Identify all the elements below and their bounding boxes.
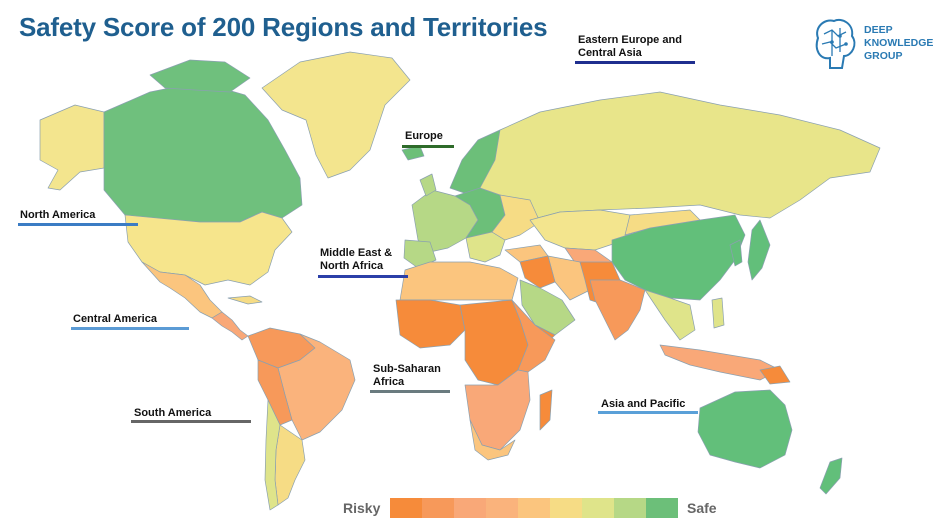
uk-ireland bbox=[419, 173, 437, 197]
region-label-asia-pacific: Asia and Pacific bbox=[601, 398, 686, 410]
alaska bbox=[39, 104, 105, 191]
region-underline-mena bbox=[318, 275, 408, 278]
region-underline-eastern-europe bbox=[575, 61, 695, 64]
mongolia bbox=[624, 209, 701, 236]
region-underline-ssa bbox=[370, 390, 450, 393]
australia bbox=[697, 389, 793, 469]
japan bbox=[747, 219, 771, 281]
new-zealand bbox=[819, 457, 843, 495]
legend-swatch bbox=[518, 498, 550, 518]
madagascar bbox=[539, 389, 553, 431]
indonesia bbox=[659, 344, 781, 381]
page-title: Safety Score of 200 Regions and Territor… bbox=[19, 12, 548, 42]
region-underline-north-america bbox=[18, 223, 138, 226]
region-label-sub-saharan-africa: Sub-Saharan Africa bbox=[373, 363, 441, 388]
southeast-asia bbox=[644, 289, 696, 341]
legend-risky-label: Risky bbox=[343, 500, 381, 516]
philippines bbox=[711, 297, 725, 329]
cuba bbox=[227, 295, 263, 305]
canada bbox=[103, 81, 303, 223]
brain-icon bbox=[815, 18, 856, 69]
legend-swatch bbox=[454, 498, 486, 518]
iceland bbox=[401, 145, 425, 161]
legend-swatch bbox=[422, 498, 454, 518]
iraq-syria bbox=[519, 255, 556, 289]
ukraine-belarus bbox=[491, 194, 541, 241]
legend-safe-label: Safe bbox=[687, 500, 717, 516]
russia bbox=[479, 91, 881, 221]
region-label-eastern-europe-central-asia: Eastern Europe and Central Asia bbox=[578, 34, 682, 59]
greenland bbox=[261, 51, 411, 179]
saudi-arabia bbox=[519, 279, 576, 336]
central-america bbox=[211, 311, 249, 341]
peru-bolivia bbox=[257, 359, 293, 426]
logo-wordmark: DEEP KNOWLEDGE GROUP bbox=[864, 24, 934, 62]
india bbox=[589, 279, 646, 341]
region-underline-south-america bbox=[131, 420, 251, 423]
korea bbox=[729, 239, 743, 267]
region-label-middle-east-north-africa: Middle East & North Africa bbox=[320, 247, 393, 272]
chile bbox=[264, 399, 281, 511]
usa bbox=[124, 211, 293, 286]
region-underline-central-america bbox=[71, 327, 189, 330]
region-label-central-america: Central America bbox=[73, 313, 157, 325]
region-label-south-america: South America bbox=[134, 407, 212, 419]
region-label-north-america: North America bbox=[20, 209, 96, 221]
legend-swatch bbox=[582, 498, 614, 518]
papua-new-guinea bbox=[759, 365, 791, 385]
legend-swatch bbox=[550, 498, 582, 518]
legend-swatch bbox=[390, 498, 422, 518]
legend-swatch bbox=[646, 498, 678, 518]
north-africa bbox=[399, 261, 519, 301]
south-africa bbox=[469, 419, 516, 461]
deep-knowledge-logo: DEEP KNOWLEDGE GROUP bbox=[812, 16, 937, 78]
region-underline-europe bbox=[402, 145, 454, 148]
legend-swatch bbox=[614, 498, 646, 518]
legend-swatch bbox=[486, 498, 518, 518]
west-africa bbox=[395, 299, 466, 349]
region-underline-asia-pacific bbox=[598, 411, 698, 414]
arctic-islands bbox=[149, 59, 251, 93]
region-label-europe: Europe bbox=[405, 130, 443, 142]
